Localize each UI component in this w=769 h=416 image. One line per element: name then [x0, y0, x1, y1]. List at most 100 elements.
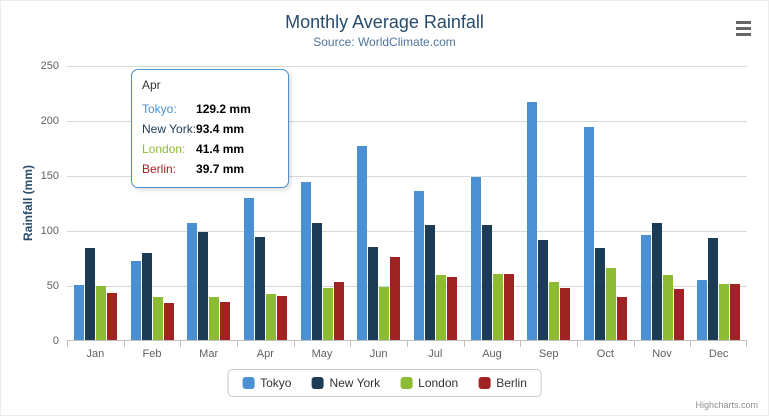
- tooltip-series-name: Tokyo:: [142, 102, 177, 116]
- bar-london-dec[interactable]: [719, 283, 730, 340]
- bar-london-nov[interactable]: [662, 274, 673, 340]
- bar-tokyo-aug[interactable]: [470, 176, 481, 340]
- y-tick-label: 0: [52, 335, 59, 347]
- x-axis-label-feb: Feb: [142, 348, 162, 360]
- chart-title: Monthly Average Rainfall: [285, 12, 484, 32]
- bar-berlin-jun[interactable]: [390, 256, 401, 340]
- x-axis-label-jun: Jun: [369, 348, 388, 360]
- bar-berlin-dec[interactable]: [730, 283, 741, 340]
- credits-link[interactable]: Highcharts.com: [695, 400, 758, 410]
- bar-tokyo-jan[interactable]: [73, 285, 84, 340]
- bar-london-jan[interactable]: [95, 286, 106, 340]
- x-axis-label-mar: Mar: [199, 348, 219, 360]
- legend-item-tokyo[interactable]: Tokyo: [242, 376, 291, 390]
- x-axis-label-may: May: [311, 348, 333, 360]
- x-axis-label-apr: Apr: [256, 348, 274, 360]
- x-axis-tick: [746, 341, 747, 347]
- bar-berlin-jan[interactable]: [106, 293, 117, 340]
- tooltip-row: Tokyo: 129.2 mm: [142, 99, 251, 119]
- bar-new-york-nov[interactable]: [651, 222, 662, 340]
- bar-new-york-jan[interactable]: [84, 248, 95, 340]
- legend-item-new-york[interactable]: New York: [311, 376, 380, 390]
- legend-symbol: [242, 377, 255, 389]
- bar-tokyo-nov[interactable]: [640, 234, 651, 340]
- bar-new-york-may[interactable]: [311, 223, 322, 340]
- bar-tokyo-jul[interactable]: [413, 190, 424, 340]
- bar-tokyo-sep[interactable]: [527, 101, 538, 340]
- chart-subtitle: Source: WorldClimate.com: [313, 35, 456, 49]
- gridline: [67, 286, 747, 287]
- bar-tokyo-dec[interactable]: [697, 280, 708, 340]
- bar-tokyo-apr[interactable]: [243, 197, 254, 340]
- x-axis-tick: [123, 341, 125, 347]
- bar-london-sep[interactable]: [549, 282, 560, 340]
- legend-symbol: [478, 377, 491, 389]
- bar-berlin-aug[interactable]: [503, 273, 514, 340]
- y-tick-label: 200: [40, 115, 59, 127]
- legend-label: Berlin: [496, 376, 527, 390]
- bar-berlin-apr[interactable]: [276, 296, 287, 340]
- bar-london-feb[interactable]: [152, 297, 163, 340]
- bar-tokyo-may[interactable]: [300, 181, 311, 340]
- bar-new-york-jul[interactable]: [424, 224, 435, 340]
- tooltip-header: Apr: [142, 78, 161, 92]
- tooltip-series-name: London:: [142, 142, 186, 156]
- bar-london-oct[interactable]: [605, 268, 616, 340]
- tooltip-row: London: 41.4 mm: [142, 139, 251, 159]
- x-axis-label-aug: Aug: [482, 348, 502, 360]
- gridline: [67, 176, 747, 177]
- y-tick-label: 250: [40, 60, 59, 72]
- x-axis-label-jan: Jan: [86, 348, 105, 360]
- tooltip-series-value: 129.2 mm: [196, 102, 251, 116]
- x-axis-tick: [407, 341, 408, 347]
- legend-item-london[interactable]: London: [400, 376, 458, 390]
- bar-london-jul[interactable]: [435, 275, 446, 340]
- bar-berlin-nov[interactable]: [673, 288, 684, 340]
- bar-new-york-dec[interactable]: [708, 238, 719, 340]
- bar-berlin-jul[interactable]: [446, 276, 457, 340]
- bar-new-york-mar[interactable]: [198, 231, 209, 340]
- x-axis-label-dec: Dec: [708, 348, 729, 360]
- bar-new-york-apr[interactable]: [254, 237, 265, 340]
- bar-tokyo-jun[interactable]: [357, 146, 368, 340]
- bar-london-jun[interactable]: [379, 286, 390, 340]
- tooltip-series-name: New York:: [142, 122, 197, 136]
- bar-london-apr[interactable]: [265, 294, 276, 340]
- hamburger-icon: [735, 32, 751, 36]
- legend-label: New York: [329, 376, 381, 390]
- x-axis-tick: [690, 341, 692, 347]
- tooltip-row: Berlin: 39.7 mm: [142, 159, 251, 179]
- bar-new-york-sep[interactable]: [538, 239, 549, 340]
- x-axis-label-jul: Jul: [428, 348, 443, 360]
- bar-berlin-mar[interactable]: [220, 302, 231, 340]
- bar-london-mar[interactable]: [209, 296, 220, 340]
- bar-new-york-oct[interactable]: [594, 248, 605, 340]
- bar-tokyo-feb[interactable]: [130, 261, 141, 340]
- hamburger-icon: [735, 26, 751, 30]
- bar-new-york-jun[interactable]: [368, 247, 379, 340]
- legend-item-berlin[interactable]: Berlin: [478, 376, 527, 390]
- legend: Tokyo New York London Berlin: [227, 369, 542, 397]
- bar-berlin-sep[interactable]: [560, 287, 571, 340]
- bar-tokyo-oct[interactable]: [583, 126, 594, 340]
- bar-berlin-oct[interactable]: [616, 297, 627, 340]
- x-axis-tick: [350, 341, 352, 347]
- bar-new-york-feb[interactable]: [141, 253, 152, 340]
- gridline: [67, 66, 747, 67]
- bar-tokyo-mar[interactable]: [187, 222, 198, 340]
- x-axis-tick: [180, 341, 182, 347]
- export-menu-button[interactable]: [732, 19, 754, 37]
- x-axis-tick: [67, 341, 68, 347]
- bar-new-york-aug[interactable]: [481, 225, 492, 340]
- bar-berlin-feb[interactable]: [163, 303, 174, 340]
- x-axis-tick: [463, 341, 465, 347]
- plot-area: [67, 66, 747, 347]
- bar-london-aug[interactable]: [492, 274, 503, 340]
- gridline: [67, 231, 747, 232]
- tooltip-series-value: 93.4 mm: [196, 122, 245, 136]
- bar-berlin-may[interactable]: [333, 282, 344, 340]
- y-tick-label: 100: [40, 225, 59, 237]
- hamburger-icon: [735, 20, 751, 24]
- bar-london-may[interactable]: [322, 288, 333, 340]
